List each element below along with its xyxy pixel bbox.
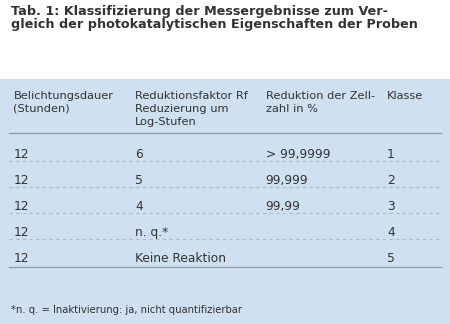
Text: Reduzierung um: Reduzierung um: [135, 104, 229, 114]
Text: 5: 5: [387, 252, 395, 265]
Text: Log-Stufen: Log-Stufen: [135, 117, 197, 127]
Text: Reduktionsfaktor Rf: Reduktionsfaktor Rf: [135, 91, 248, 101]
Text: 6: 6: [135, 148, 143, 161]
Text: 12: 12: [14, 174, 29, 187]
Text: 12: 12: [14, 200, 29, 213]
Text: 5: 5: [135, 174, 143, 187]
Text: 2: 2: [387, 174, 395, 187]
Text: Keine Reaktion: Keine Reaktion: [135, 252, 226, 265]
Text: (Stunden): (Stunden): [14, 104, 70, 114]
Text: 12: 12: [14, 226, 29, 239]
Text: Klasse: Klasse: [387, 91, 423, 101]
Text: > 99,9999: > 99,9999: [266, 148, 330, 161]
Bar: [0, 0, 450, 79]
Text: Belichtungsdauer: Belichtungsdauer: [14, 91, 113, 101]
Text: gleich der photokatalytischen Eigenschaften der Proben: gleich der photokatalytischen Eigenschaf…: [11, 18, 418, 31]
Text: zahl in %: zahl in %: [266, 104, 317, 114]
Text: *n. q. = Inaktivierung: ja, nicht quantifizierbar: *n. q. = Inaktivierung: ja, nicht quanti…: [11, 305, 242, 315]
Text: 1: 1: [387, 148, 395, 161]
Text: Tab. 1: Klassifizierung der Messergebnisse zum Ver-: Tab. 1: Klassifizierung der Messergebnis…: [11, 5, 388, 18]
Text: 99,999: 99,999: [266, 174, 308, 187]
Text: 12: 12: [14, 252, 29, 265]
Text: 12: 12: [14, 148, 29, 161]
Text: 4: 4: [387, 226, 395, 239]
Text: 3: 3: [387, 200, 395, 213]
Text: 4: 4: [135, 200, 143, 213]
Text: n. q.*: n. q.*: [135, 226, 168, 239]
Text: 99,99: 99,99: [266, 200, 301, 213]
Text: Reduktion der Zell-: Reduktion der Zell-: [266, 91, 374, 101]
